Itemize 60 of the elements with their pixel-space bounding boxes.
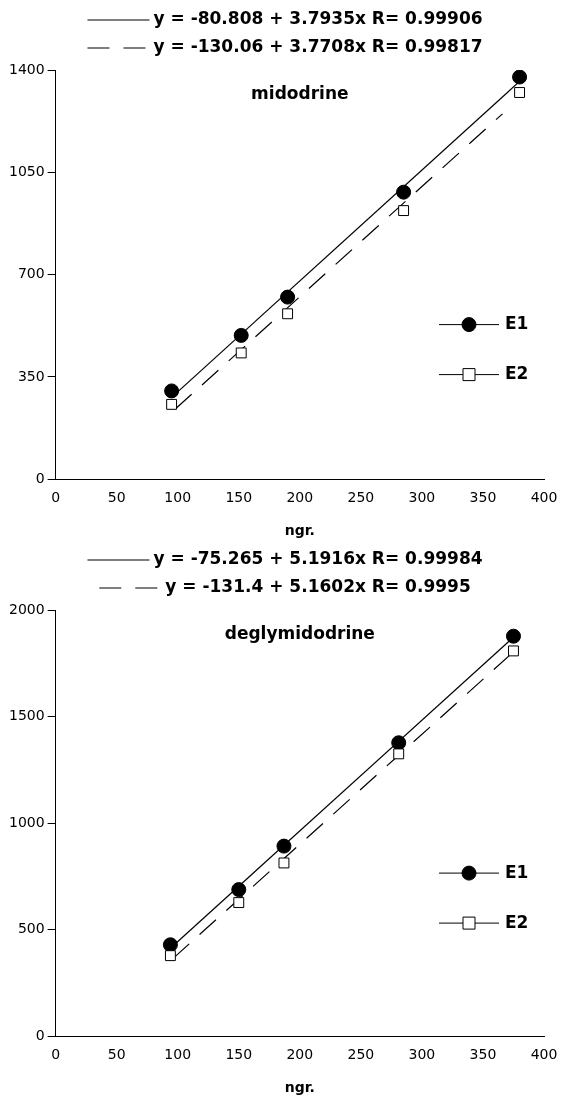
x-tick-label: 350: [469, 489, 497, 506]
x-axis-title: ngr.: [284, 1078, 315, 1095]
x-tick-label: 200: [286, 489, 314, 506]
point: [166, 398, 178, 410]
x-tick-label: 250: [347, 1046, 375, 1063]
x-tick-label: 50: [107, 1046, 126, 1063]
y-tick-label: 700: [17, 265, 45, 282]
x-tick-label: 100: [164, 489, 192, 506]
point: [276, 838, 292, 854]
y-tick-label: 0: [35, 1026, 45, 1043]
point: [396, 184, 412, 200]
point: [514, 87, 526, 98]
point: [233, 897, 245, 909]
point: [391, 735, 407, 751]
point: [231, 882, 247, 898]
point: [282, 308, 294, 320]
y-tick-label: 1050: [8, 162, 45, 179]
point: [512, 70, 528, 85]
x-axis-title: ngr.: [284, 521, 315, 538]
y-tick-label: 500: [17, 920, 45, 937]
point: [398, 205, 410, 217]
point: [505, 628, 521, 644]
point: [508, 645, 519, 657]
legend-label: E1: [505, 313, 529, 334]
point: [393, 748, 405, 760]
point: [164, 383, 180, 399]
x-tick-label: 400: [530, 489, 558, 506]
x-tick-label: 350: [469, 1046, 497, 1063]
legend-label: y = -75.265 + 5.1916x R= 0.99984: [153, 548, 483, 569]
point: [162, 937, 178, 953]
point: [235, 347, 247, 359]
legend-label: E2: [505, 363, 529, 384]
point: [164, 950, 176, 962]
y-tick-label: 1500: [8, 707, 45, 724]
legend-label: E1: [505, 861, 529, 882]
x-tick-label: 150: [225, 489, 253, 506]
text: deglymidodrine: [224, 623, 375, 644]
legend-label: y = -80.808 + 3.7935x R= 0.99906: [153, 8, 483, 29]
y-tick-label: 1000: [8, 813, 45, 830]
legend-label: y = -131.4 + 5.1602x R= 0.9995: [165, 576, 471, 597]
y-tick-label: 0: [35, 469, 45, 486]
y-tick-label: 350: [17, 367, 45, 384]
x-tick-label: 0: [51, 489, 61, 506]
legend-label: E2: [505, 911, 529, 932]
x-tick-label: 400: [530, 1046, 558, 1063]
y-tick-label: 2000: [8, 600, 45, 617]
point: [233, 327, 249, 343]
legend-label: y = -130.06 + 3.7708x R= 0.99817: [153, 36, 483, 57]
point: [278, 857, 290, 869]
x-tick-label: 250: [347, 489, 375, 506]
text: midodrine: [251, 83, 349, 104]
x-tick-label: 50: [107, 489, 126, 506]
x-tick-label: 0: [51, 1046, 61, 1063]
x-tick-label: 300: [408, 1046, 436, 1063]
x-tick-label: 100: [164, 1046, 192, 1063]
x-tick-label: 200: [286, 1046, 314, 1063]
x-tick-label: 150: [225, 1046, 253, 1063]
x-tick-label: 300: [408, 489, 436, 506]
point: [280, 289, 296, 305]
y-tick-label: 1400: [8, 60, 45, 77]
